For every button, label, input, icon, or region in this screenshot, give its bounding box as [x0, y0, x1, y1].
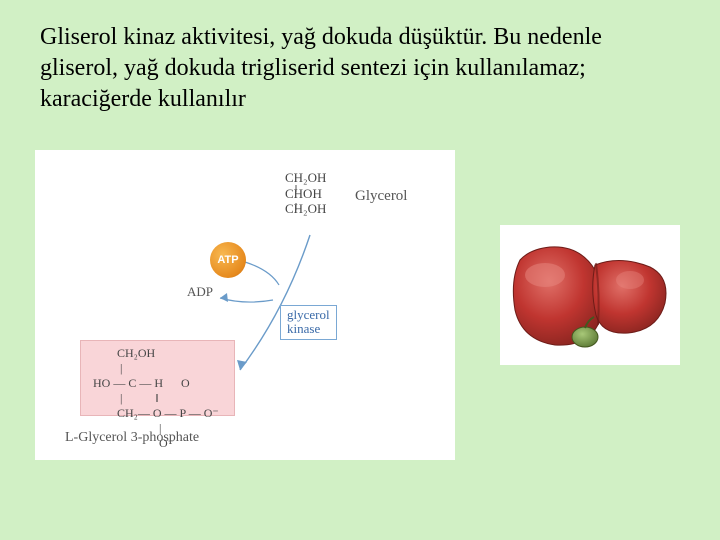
glycerol-line3: CH₂OH [285, 201, 326, 217]
enzyme-line2: kinase [287, 322, 330, 336]
reaction-diagram: CH₂OH CHOH CH₂OH Glycerol ATP ADP glycer… [35, 150, 455, 460]
glycerol-line2: CHOH [285, 186, 326, 202]
title-paragraph: Gliserol kinaz aktivitesi, yağ dokuda dü… [40, 22, 680, 116]
enzyme-line1: glycerol [287, 308, 330, 322]
glycerol-label: Glycerol [355, 188, 407, 205]
enzyme-label: glycerol kinase [280, 305, 337, 340]
liver-icon [500, 225, 680, 365]
product-name: L-Glycerol 3-phosphate [65, 430, 199, 446]
atp-badge: ATP [210, 242, 246, 278]
glycerol-structure: CH₂OH CHOH CH₂OH [285, 170, 326, 217]
adp-label: ADP [187, 284, 213, 300]
liver-illustration [500, 225, 680, 365]
glycerol-line1: CH₂OH [285, 170, 326, 186]
